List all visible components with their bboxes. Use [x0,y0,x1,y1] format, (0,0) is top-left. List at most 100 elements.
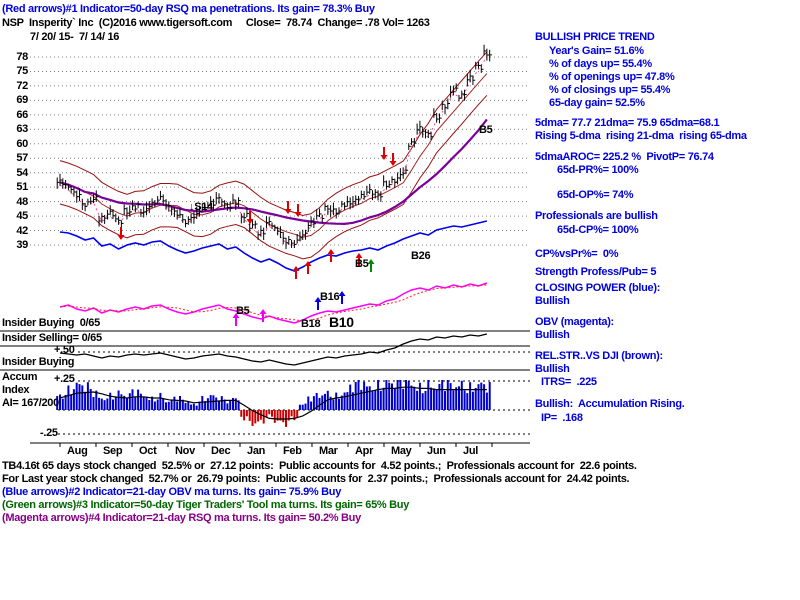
accum-bar [67,385,70,410]
accum-bar [162,398,165,410]
accum-bar [287,410,290,421]
right-panel-line: ITRS= .225 [541,376,597,388]
right-panel-line: Strength Profess/Pub= 5 [535,266,657,278]
accum-bar [469,382,472,410]
left-label: AI= 167/200 [2,397,59,409]
accum-bar [254,410,257,424]
accum-bar [480,382,483,410]
accum-bar [340,395,343,410]
red-down-arrow [246,219,254,224]
accum-bar [290,410,293,417]
accum-bar [204,401,207,410]
accum-bar [458,386,460,410]
left-label: Insider Selling= 0/65 [2,332,102,344]
accum-bar [402,388,405,410]
month-label: Jan [247,445,266,457]
accum-bar [78,384,81,410]
relstr-vs-dji-line [59,333,488,366]
accum-bar [190,404,193,410]
accum-bar [198,401,201,410]
accum-bar [393,388,396,410]
accum-bar [72,389,75,410]
accum-bar [92,397,95,410]
accum-bar [229,400,232,410]
right-panel-line: Rising 5-dma rising 21-dma rising 65-dma [535,130,747,142]
signal-label: B26 [411,250,431,262]
accum-bar [245,410,248,417]
red-down-arrow [294,212,302,217]
left-label: -.25 [40,427,58,439]
accum-bar [391,383,393,410]
accum-bar [455,387,458,410]
accum-bar [304,403,307,410]
accum-bar [64,394,67,410]
month-label: Jun [427,445,446,457]
y-axis-label: 69 [16,94,28,107]
lower-rsq-band [59,94,488,260]
right-panel-line: % of days up= 55.4% [549,58,652,70]
accum-bar [170,400,173,410]
red-down-arrow [389,161,397,166]
y-axis-label: 51 [16,181,28,194]
magenta-up-arrow [232,313,240,318]
accum-bar [446,380,449,410]
left-label: Insider Buying [2,356,75,368]
accum-bar [329,396,332,410]
accum-bar [488,382,491,410]
right-panel-line: REL.STR..VS DJI (brown): [535,350,663,362]
signal-label: B10 [329,314,354,330]
y-axis-label: 45 [16,210,28,223]
accum-bar [276,410,279,421]
left-label: Index [2,384,30,396]
red-up-arrow [355,253,363,258]
accum-bar [81,385,84,410]
accum-bar [106,398,109,410]
accum-bar [137,389,140,410]
accum-bar [377,380,380,410]
accum-bar [232,398,234,410]
accum-bar [405,380,407,410]
accum-bar [360,389,363,410]
accum-bar [61,398,64,410]
right-panel-line: Bullish: Accumulation Rising. [535,398,685,410]
y-axis-label: 60 [16,137,28,150]
accum-bar [407,381,410,410]
accum-bar [312,396,315,410]
accum-bar [271,410,273,417]
y-axis-label: 78 [16,51,28,63]
signal-label: ↓S14 [189,201,213,213]
left-label: Insider Buying 0/65 [2,317,100,329]
accum-bar [187,401,190,410]
right-panel-line: 65d-OP%= 74% [557,189,634,201]
accum-bar [234,398,237,410]
accum-bar [167,401,170,410]
ma5-dotted-line [59,56,488,247]
accum-bar [145,396,148,410]
right-panel-line: OBV (magenta): [535,316,614,328]
month-label: Mar [319,445,338,457]
accum-bar [89,389,92,410]
accum-bar [131,389,134,410]
right-panel-line: Year's Gain= 51.6% [549,45,644,57]
accum-bar [298,404,301,410]
accum-bar [70,394,73,410]
accum-bar [209,395,212,410]
accum-bar [441,380,444,410]
accum-bar [237,400,240,410]
accum-bar [184,402,187,410]
accum-bar [385,380,388,410]
accum-bar [307,396,310,410]
accum-bar [151,396,154,410]
accum-bar [460,380,463,410]
signal-label: B5 [355,258,369,270]
accum-bar [243,410,246,421]
accum-bar [273,410,276,423]
accum-bar [240,410,243,417]
right-panel-line: 5dmaAROC= 225.2 % PivotP= 76.74 [535,151,714,163]
accum-bar [75,382,78,410]
footer-line: For Last year stock changed 52.7% or 26.… [2,473,630,485]
month-label: Aug [67,445,88,457]
accum-bar [173,396,176,410]
accum-bar [427,380,430,410]
